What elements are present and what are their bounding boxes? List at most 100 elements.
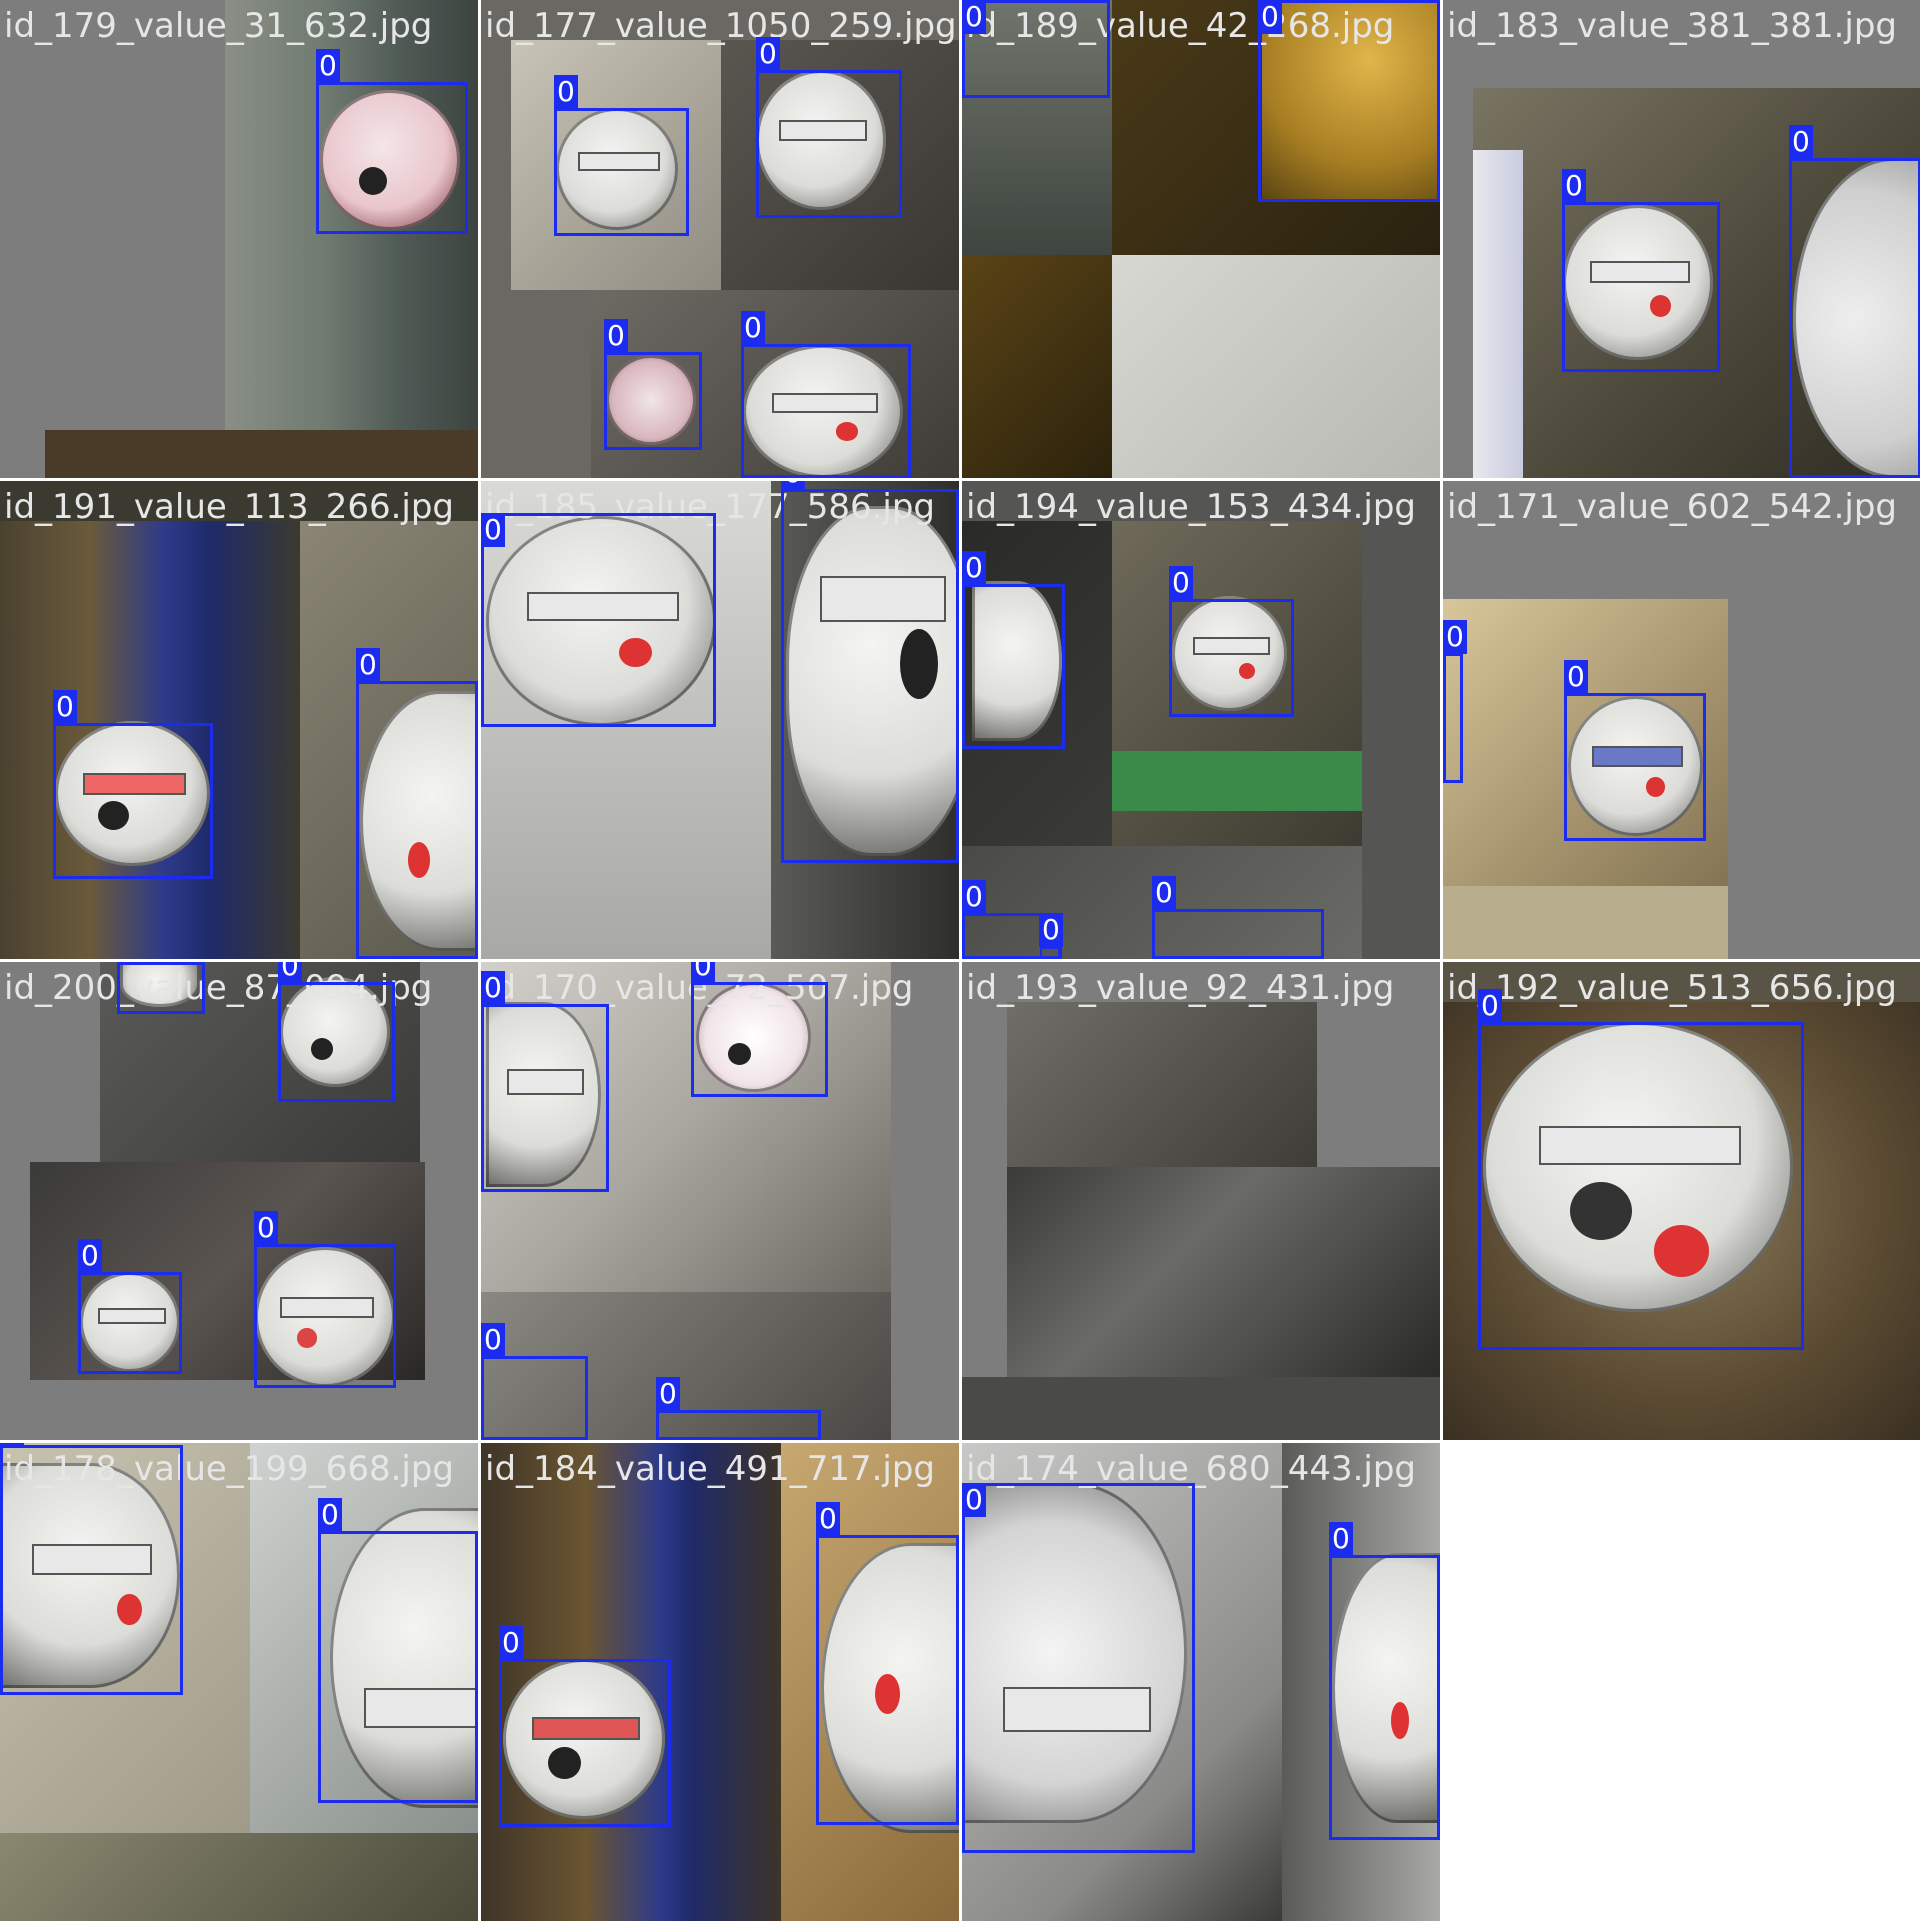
photo-patch bbox=[1473, 150, 1523, 478]
tile-13: id_178_value_199_668.jpg 0 0 bbox=[0, 1443, 478, 1921]
water-meter bbox=[556, 108, 678, 230]
tile-6: id_185_value_177_586.jpg 0 0 bbox=[481, 481, 959, 959]
detection-box: 0 bbox=[481, 1323, 588, 1440]
water-meter bbox=[330, 1508, 478, 1808]
detection-box: 0 bbox=[1329, 1522, 1440, 1840]
water-meter bbox=[821, 1543, 959, 1833]
tile-filename: id_194_value_153_434.jpg bbox=[966, 487, 1417, 527]
photo-patch bbox=[1007, 1002, 1317, 1167]
water-meter bbox=[80, 1272, 180, 1372]
tile-7: id_194_value_153_434.jpg 0 0 0 0 0 bbox=[962, 481, 1440, 959]
detection-box: 0 bbox=[1562, 169, 1720, 372]
water-meter bbox=[255, 1247, 395, 1387]
water-meter bbox=[1332, 1553, 1440, 1823]
tile-filename: id_193_value_92_431.jpg bbox=[966, 968, 1395, 1008]
detection-box: 0 bbox=[278, 962, 395, 1102]
water-meter bbox=[486, 516, 716, 726]
tile-12: id_192_value_513_656.jpg 0 bbox=[1443, 962, 1920, 1440]
water-meter bbox=[1172, 596, 1287, 711]
tile-8: id_171_value_602_542.jpg 0 0 bbox=[1443, 481, 1920, 959]
detection-box: 0 bbox=[1152, 876, 1324, 959]
photo-patch bbox=[481, 1292, 891, 1440]
detection-box: 0 bbox=[962, 551, 1065, 749]
tile-filename: id_185_value_177_586.jpg bbox=[485, 487, 936, 527]
tile-14: id_184_value_491_717.jpg 0 0 bbox=[481, 1443, 959, 1921]
tile-5: id_191_value_113_266.jpg 0 0 bbox=[0, 481, 478, 959]
detection-box: 0 bbox=[78, 1239, 182, 1374]
detection-box: 0 bbox=[318, 1498, 478, 1803]
water-meter bbox=[486, 1002, 601, 1187]
photo-patch bbox=[1443, 886, 1728, 959]
tile-2: id_177_value_1050_259.jpg 0 0 0 0 bbox=[481, 0, 959, 478]
detection-box: 0 bbox=[604, 319, 702, 450]
detection-box: 0 bbox=[1478, 989, 1804, 1350]
tile-filename: id_184_value_491_717.jpg bbox=[485, 1449, 936, 1489]
detection-box: 0 bbox=[1564, 660, 1706, 841]
detection-box: 0 bbox=[1258, 0, 1440, 202]
detection-box: 0 bbox=[1169, 566, 1294, 717]
tile-filename: id_200_value_87_094.jpg bbox=[4, 968, 433, 1008]
detection-box: 0 bbox=[356, 648, 478, 959]
water-meter bbox=[1483, 1022, 1793, 1312]
detection-box: 0 bbox=[781, 481, 959, 863]
detection-box: 0 bbox=[0, 1443, 183, 1695]
water-meter bbox=[606, 355, 696, 445]
detection-box: 0 bbox=[756, 37, 902, 218]
tile-15: id_174_value_680_443.jpg 0 0 bbox=[962, 1443, 1440, 1921]
empty-cell bbox=[1443, 1443, 1920, 1920]
photo-patch bbox=[45, 430, 478, 478]
tile-filename: id_192_value_513_656.jpg bbox=[1447, 968, 1898, 1008]
water-meter bbox=[120, 962, 200, 1007]
photo-patch bbox=[1007, 1167, 1440, 1377]
water-meter bbox=[696, 982, 811, 1092]
detection-box: 0 bbox=[816, 1502, 959, 1825]
tile-9: id_200_value_87_094.jpg 0 0 0 0 bbox=[0, 962, 478, 1440]
water-meter bbox=[1568, 696, 1703, 836]
tile-4: id_183_value_381_381.jpg 0 0 bbox=[1443, 0, 1920, 478]
tile-1: id_179_value_31_632.jpg 0 bbox=[0, 0, 478, 478]
water-meter bbox=[0, 1463, 180, 1688]
tile-filename: id_191_value_113_266.jpg bbox=[4, 487, 455, 527]
detection-box: 0 bbox=[1443, 620, 1467, 783]
tile-filename: id_183_value_381_381.jpg bbox=[1447, 6, 1898, 46]
water-meter bbox=[962, 1483, 1187, 1823]
photo-patch bbox=[962, 255, 1112, 478]
detection-box: 0 bbox=[962, 1483, 1195, 1853]
detection-box: 0 bbox=[53, 690, 213, 879]
detection-box: 0 bbox=[656, 1377, 821, 1440]
detection-box: 0 bbox=[316, 49, 468, 234]
detection-box: 0 bbox=[741, 311, 911, 478]
water-meter bbox=[786, 506, 959, 856]
water-meter bbox=[320, 90, 460, 230]
detection-box: 0 bbox=[481, 513, 716, 727]
photo-patch bbox=[1262, 0, 1440, 200]
water-meter bbox=[1563, 205, 1713, 360]
photo-patch bbox=[1112, 751, 1362, 811]
water-meter bbox=[743, 345, 903, 478]
water-meter bbox=[756, 70, 886, 210]
water-meter bbox=[360, 691, 478, 951]
detection-box: 0 bbox=[691, 962, 828, 1097]
tile-filename: id_177_value_1050_259.jpg bbox=[485, 6, 957, 46]
detection-box: 0 bbox=[554, 75, 689, 236]
photo-patch bbox=[962, 1377, 1440, 1440]
tile-filename: id_179_value_31_632.jpg bbox=[4, 6, 433, 46]
tile-filename: id_171_value_602_542.jpg bbox=[1447, 487, 1898, 527]
photo-patch bbox=[0, 1833, 478, 1921]
class-label: 0 bbox=[316, 49, 340, 83]
photo-patch bbox=[962, 0, 1112, 255]
detection-box: 0 bbox=[962, 0, 1110, 98]
water-meter bbox=[972, 581, 1062, 741]
tile-filename: id_174_value_680_443.jpg bbox=[966, 1449, 1417, 1489]
detection-box: 0 bbox=[1039, 913, 1063, 959]
detection-box: 0 bbox=[254, 1211, 396, 1388]
detection-box: 0 bbox=[117, 962, 205, 1014]
detection-box: 0 bbox=[962, 880, 1062, 959]
detection-box: 0 bbox=[481, 971, 609, 1192]
tile-10: id_170_value_72_507.jpg 0 0 0 0 bbox=[481, 962, 959, 1440]
tile-filename: id_189_value_42_268.jpg bbox=[966, 6, 1395, 46]
detection-box: 0 bbox=[1789, 125, 1920, 478]
tile-11: id_193_value_92_431.jpg bbox=[962, 962, 1440, 1440]
water-meter bbox=[280, 977, 390, 1087]
